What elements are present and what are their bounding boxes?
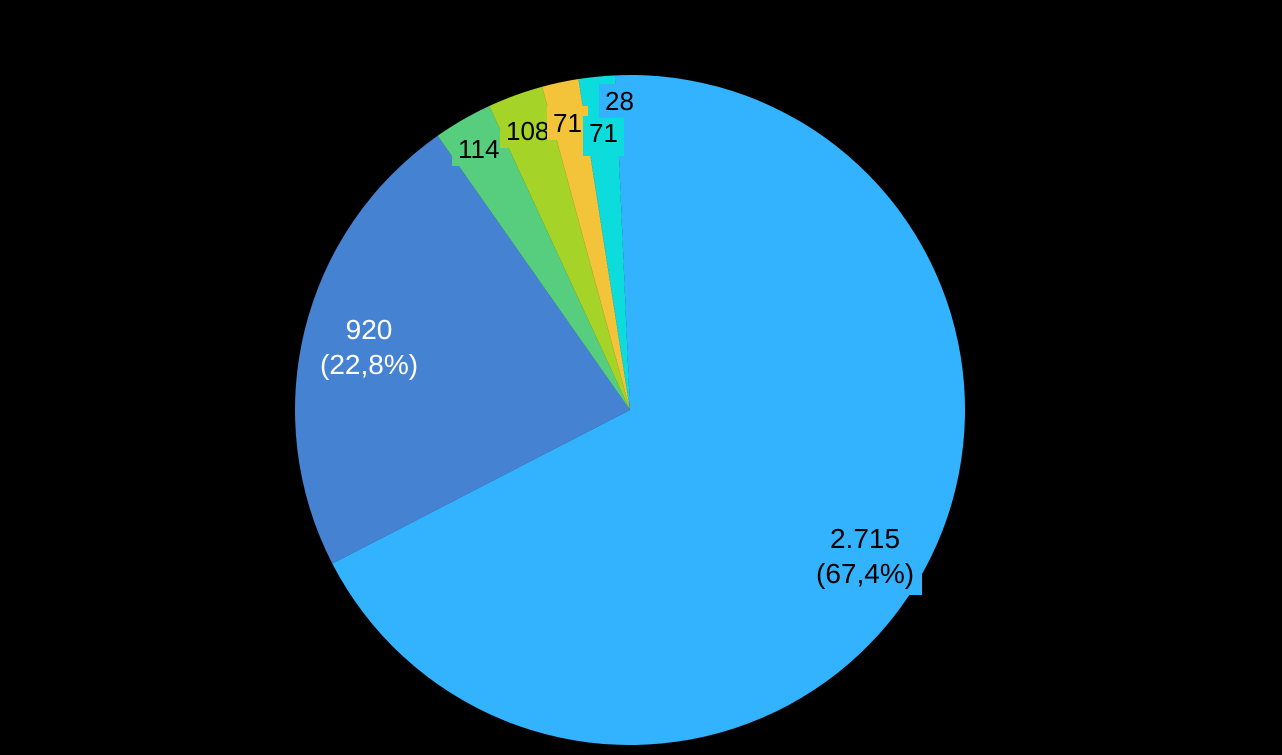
pie-slice-6 bbox=[578, 75, 630, 410]
pie-label-slice-1: 2.715 (67,4%) bbox=[808, 517, 923, 595]
pie-slice-1 bbox=[332, 75, 965, 745]
pie-slice-2 bbox=[295, 135, 630, 564]
pie-label-percent: (22,8%) bbox=[320, 349, 419, 380]
pie-chart-area bbox=[295, 75, 965, 745]
pie-label-value: 71 bbox=[589, 118, 618, 148]
pie-slice-4 bbox=[489, 86, 630, 410]
pie-label-value: 2.715 bbox=[829, 523, 901, 554]
pie-label-value: 108 bbox=[506, 116, 550, 146]
pie-slice-7 bbox=[615, 75, 630, 410]
pie-label-value: 71 bbox=[553, 108, 582, 138]
pie-chart bbox=[295, 75, 965, 745]
pie-label-slice-7: 28 bbox=[599, 84, 640, 118]
pie-label-value: 114 bbox=[458, 134, 500, 164]
pie-label-value: 28 bbox=[605, 86, 634, 116]
pie-label-slice-6: 71 bbox=[583, 116, 624, 156]
pie-label-slice-4: 108 bbox=[500, 114, 556, 148]
pie-slice-3 bbox=[437, 106, 630, 411]
pie-label-percent: (67,4%) bbox=[816, 558, 915, 589]
pie-label-slice-2: 920 (22,8%) bbox=[312, 308, 427, 386]
pie-slice-5 bbox=[542, 78, 630, 410]
pie-label-slice-5: 71 bbox=[547, 106, 588, 140]
pie-label-value: 920 bbox=[345, 314, 393, 345]
pie-label-slice-3: 114 bbox=[452, 132, 506, 166]
